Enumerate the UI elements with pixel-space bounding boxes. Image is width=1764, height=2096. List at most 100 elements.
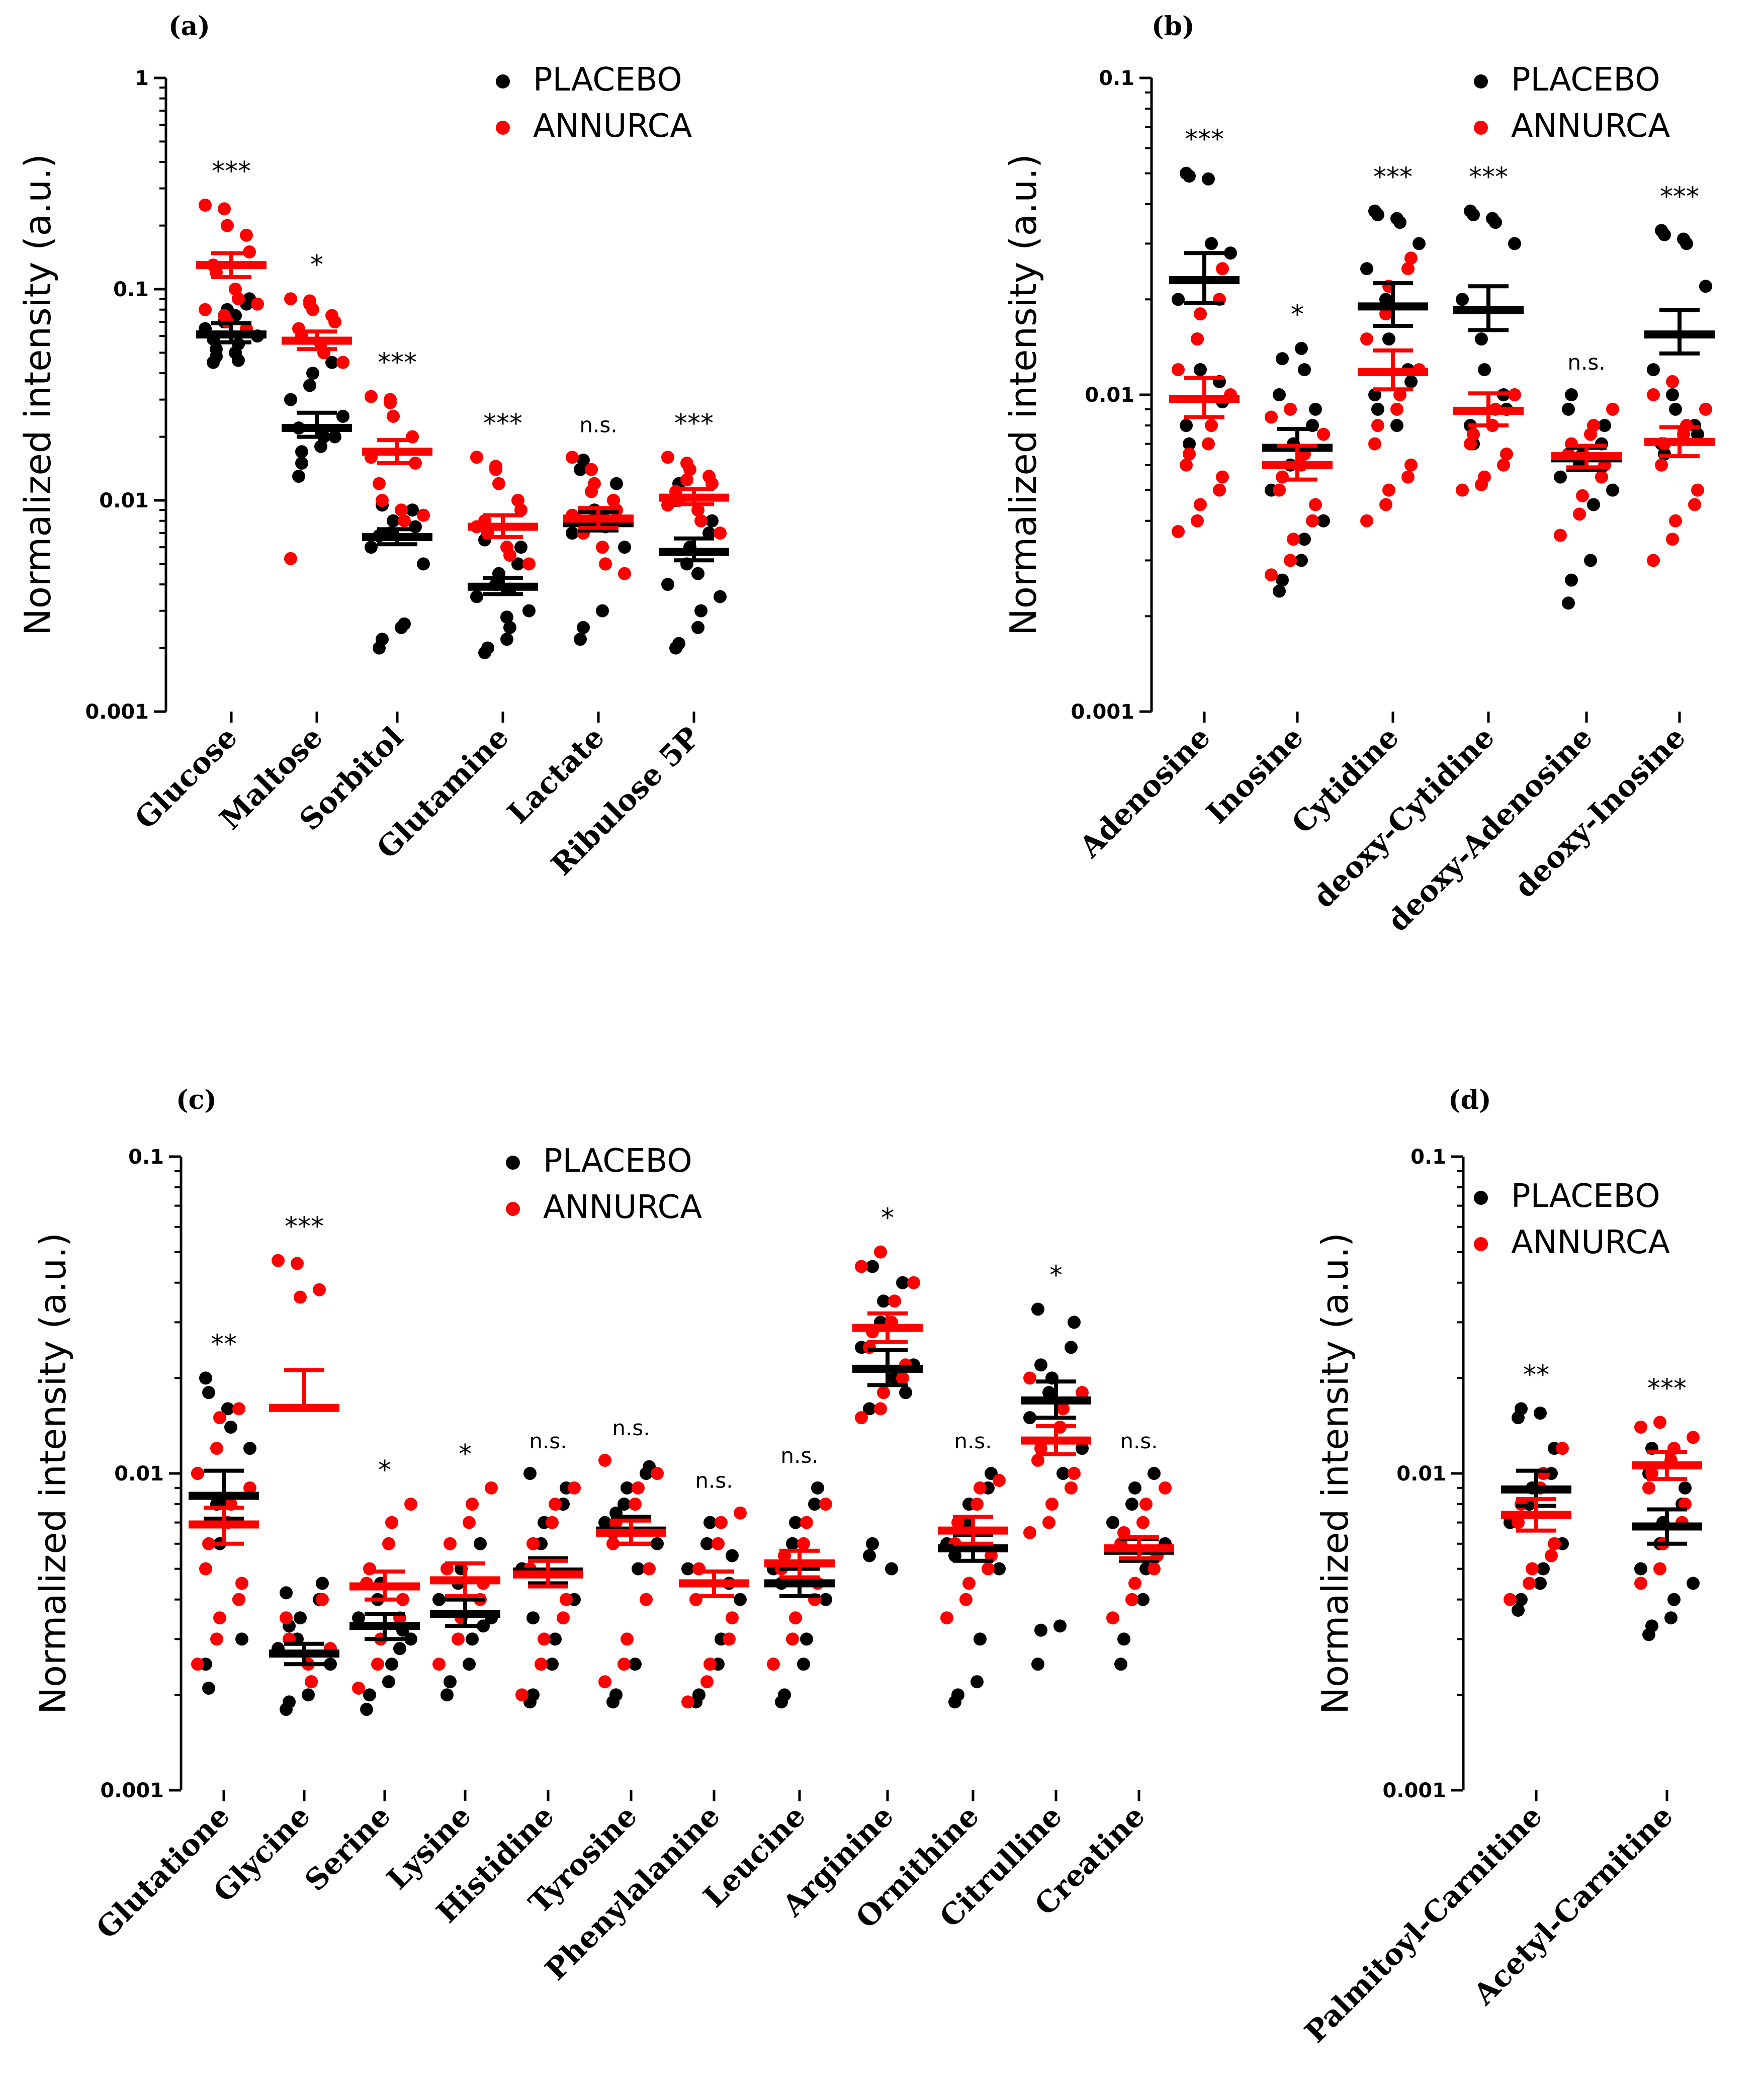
data-point-placebo xyxy=(1065,1341,1078,1354)
data-point-annurca xyxy=(1666,533,1679,546)
data-point-annurca xyxy=(1390,402,1403,416)
data-point-annurca xyxy=(1213,483,1226,497)
data-point-annurca xyxy=(294,1290,307,1304)
data-point-annurca xyxy=(1379,307,1392,321)
data-point-annurca xyxy=(1076,1386,1089,1400)
data-point-placebo xyxy=(577,621,590,634)
data-point-placebo xyxy=(1205,237,1218,250)
data-point-placebo xyxy=(1478,363,1491,377)
data-point-annurca xyxy=(365,390,378,403)
data-point-placebo xyxy=(232,354,245,367)
y-tick-label: 0.1 xyxy=(1410,1146,1446,1169)
data-point-annurca xyxy=(855,1411,868,1425)
data-point-annurca xyxy=(213,1411,226,1425)
data-point-annurca xyxy=(1500,447,1513,461)
data-point-placebo xyxy=(324,1657,337,1671)
data-point-placebo xyxy=(1467,208,1480,222)
data-point-annurca xyxy=(489,460,502,473)
data-point-annurca xyxy=(210,1442,223,1455)
data-point-placebo xyxy=(786,1537,799,1550)
significance-marker: n.s. xyxy=(780,1443,818,1468)
data-point-placebo xyxy=(481,641,494,655)
data-point-placebo xyxy=(500,633,513,646)
data-point-placebo xyxy=(1404,375,1418,388)
data-point-annurca xyxy=(1573,507,1586,521)
data-point-annurca xyxy=(585,463,598,476)
data-point-annurca xyxy=(492,477,505,490)
data-point-placebo xyxy=(1317,514,1330,528)
data-point-annurca xyxy=(618,567,631,580)
data-point-placebo xyxy=(1565,388,1578,401)
data-point-placebo xyxy=(1031,1657,1044,1671)
data-point-placebo xyxy=(863,1402,876,1416)
data-point-placebo xyxy=(1475,332,1488,346)
data-point-placebo xyxy=(1273,584,1286,598)
data-point-annurca xyxy=(395,503,408,517)
data-point-placebo xyxy=(284,393,297,406)
data-point-placebo xyxy=(971,1675,984,1689)
data-point-annurca xyxy=(1497,458,1510,472)
data-point-placebo xyxy=(292,470,305,483)
data-point-annurca xyxy=(789,1611,802,1625)
data-point-annurca xyxy=(398,514,411,528)
data-point-annurca xyxy=(1478,470,1491,484)
data-point-placebo xyxy=(432,1593,446,1606)
data-point-placebo xyxy=(302,1688,315,1702)
data-point-placebo xyxy=(382,1675,395,1689)
data-point-placebo xyxy=(470,590,483,603)
data-point-placebo xyxy=(243,1442,256,1455)
data-point-placebo xyxy=(1371,402,1384,416)
data-point-placebo xyxy=(376,633,389,646)
data-point-placebo xyxy=(866,1260,879,1273)
data-point-annurca xyxy=(232,292,245,306)
data-point-placebo xyxy=(1508,237,1521,250)
data-point-annurca xyxy=(1306,514,1319,528)
data-point-annurca xyxy=(819,1498,832,1511)
data-point-annurca xyxy=(385,1516,398,1529)
data-point-annurca xyxy=(1647,388,1660,401)
data-point-placebo xyxy=(1053,1619,1067,1633)
data-point-placebo xyxy=(1647,363,1660,377)
data-point-placebo xyxy=(681,1562,694,1576)
data-point-annurca xyxy=(1183,447,1196,461)
data-point-annurca xyxy=(1216,470,1229,484)
legend-marker-annurca xyxy=(1474,121,1488,135)
data-point-placebo xyxy=(1172,293,1185,306)
data-point-placebo xyxy=(1360,262,1373,276)
data-point-placebo xyxy=(549,1632,562,1646)
data-point-placebo xyxy=(526,1611,540,1625)
data-point-annurca xyxy=(1202,437,1215,451)
significance-marker: *** xyxy=(212,156,251,187)
data-point-placebo xyxy=(393,1642,406,1655)
data-point-annurca xyxy=(1688,498,1701,511)
data-point-annurca xyxy=(328,315,341,329)
data-point-annurca xyxy=(463,1516,476,1529)
data-point-annurca xyxy=(1068,1467,1081,1480)
data-point-annurca xyxy=(1065,1481,1078,1495)
data-point-placebo xyxy=(1456,293,1469,306)
data-point-placebo xyxy=(503,621,516,634)
data-point-annurca xyxy=(714,527,727,540)
data-point-annurca xyxy=(382,1537,395,1550)
data-point-annurca xyxy=(291,1257,304,1270)
data-point-annurca xyxy=(522,557,536,571)
data-point-annurca xyxy=(681,1695,694,1709)
data-point-placebo xyxy=(360,1703,373,1716)
data-point-annurca xyxy=(284,552,297,565)
data-point-placebo xyxy=(306,367,319,380)
data-point-annurca xyxy=(1034,1442,1047,1455)
data-point-annurca xyxy=(1023,1371,1036,1385)
data-point-annurca xyxy=(691,503,704,517)
data-point-annurca xyxy=(1191,332,1204,346)
data-point-annurca xyxy=(1645,1467,1658,1480)
data-point-annurca xyxy=(1128,1577,1141,1590)
y-tick-label: 0.001 xyxy=(1382,1779,1446,1802)
data-point-placebo xyxy=(705,514,719,528)
data-point-annurca xyxy=(440,1562,454,1576)
data-point-annurca xyxy=(951,1516,964,1529)
data-point-annurca xyxy=(470,451,483,464)
significance-marker: n.s. xyxy=(954,1429,992,1453)
data-point-placebo xyxy=(974,1632,987,1646)
data-point-annurca xyxy=(1265,410,1278,424)
